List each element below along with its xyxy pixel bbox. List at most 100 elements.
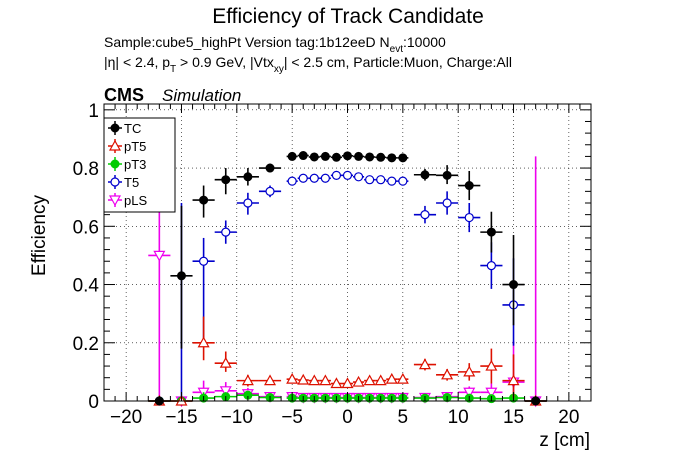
simulation-label: Simulation [162,86,241,105]
data-point [308,374,321,386]
axis-ticks: −20 −15 −10 −5 0 5 10 15 20 0 0.2 0.4 0.6 0.8 1 [73,101,592,428]
data-point [287,151,297,161]
data-point [365,175,375,185]
data-point [331,170,342,180]
data-point [442,170,452,180]
legend-marker [108,139,122,151]
data-point [221,227,231,237]
legend-label: pT5 [124,139,146,154]
data-point [353,172,364,182]
y-tick-label: 0.6 [73,217,99,238]
data-point [363,374,376,386]
legend-entry-pT3: pT3 [108,157,146,172]
data-point [199,195,209,205]
data-point [343,151,352,161]
cms-label: CMS [104,85,144,105]
data-point [176,271,186,281]
data-point [331,152,341,162]
data-point [287,176,297,186]
legend-label: pT3 [124,157,146,172]
data-point [320,173,330,183]
data-point [418,358,431,370]
y-tick-label: 0.2 [73,334,99,355]
data-point [342,170,353,180]
data-point [442,198,452,208]
data-point [319,374,332,386]
x-tick-label: −5 [281,407,303,428]
legend-marker [110,159,120,169]
chart-subtitle-cuts: |η| < 2.4, pT > 0.9 GeV, |Vtxxy| < 2.5 c… [104,54,512,75]
data-point [197,336,210,348]
legend-label: pLS [124,193,147,208]
x-tick-label: −20 [110,407,142,428]
data-point [374,374,387,386]
data-point [298,151,308,161]
x-axis-label: z [cm] [539,430,590,451]
x-tick-label: 0 [342,407,353,428]
data-point [341,377,354,389]
series-TC [148,151,547,406]
series-T5 [148,170,547,406]
data-point [420,210,430,220]
data-point [265,186,275,196]
legend-entry-pT5: pT5 [108,139,146,154]
data-series [148,151,547,408]
data-point [365,152,375,162]
chart-title: Efficiency of Track Candidate [212,5,484,28]
data-point [297,373,310,385]
data-point [320,151,330,161]
data-point [376,175,386,185]
data-point [298,173,308,183]
data-point [387,176,397,186]
y-tick-label: 0 [88,392,99,413]
data-point [485,387,498,399]
data-point [507,374,520,386]
data-point [376,152,386,162]
data-point [398,153,408,163]
data-point [486,227,496,237]
chart-subtitle-sample: Sample:cube5_highPt Version tag:1b12eeD … [104,34,446,55]
data-point [243,172,253,182]
data-point [153,250,166,262]
data-point [420,170,430,180]
legend-entry-TC: TC [108,121,141,136]
data-point [463,365,476,377]
legend-entries: TC pT5 pT3 T5 pLS [108,121,147,208]
data-point [464,181,474,191]
legend-marker [110,177,120,187]
legend-label: T5 [124,175,139,190]
x-tick-label: −15 [165,407,197,428]
data-point [509,280,519,290]
data-point [352,375,365,387]
y-tick-label: 0.8 [73,159,99,180]
data-point [241,374,254,386]
legend-marker [110,123,120,133]
y-tick-label: 0.4 [73,276,100,297]
legend: TC pT5 pT3 T5 pLS [103,117,176,213]
data-point [441,368,454,380]
data-point [463,387,476,399]
data-point [199,256,209,266]
data-point [396,372,409,384]
data-point [309,173,319,183]
x-tick-label: 15 [503,407,524,428]
y-axis-label: Efficiency [29,195,50,276]
data-point [354,151,364,161]
x-tick-label: 10 [448,407,469,428]
data-point [486,261,496,271]
data-point [330,377,343,389]
data-point [264,374,277,386]
data-point [464,212,474,223]
data-point [219,356,232,368]
legend-label: TC [124,121,141,136]
data-point [309,152,319,162]
data-point [286,372,299,384]
data-point [265,163,275,173]
data-point [219,386,232,398]
data-point [387,153,397,163]
x-tick-label: 20 [558,407,579,428]
data-point [243,198,253,208]
legend-entry-pLS: pLS [108,193,147,208]
x-tick-label: 5 [398,407,409,428]
